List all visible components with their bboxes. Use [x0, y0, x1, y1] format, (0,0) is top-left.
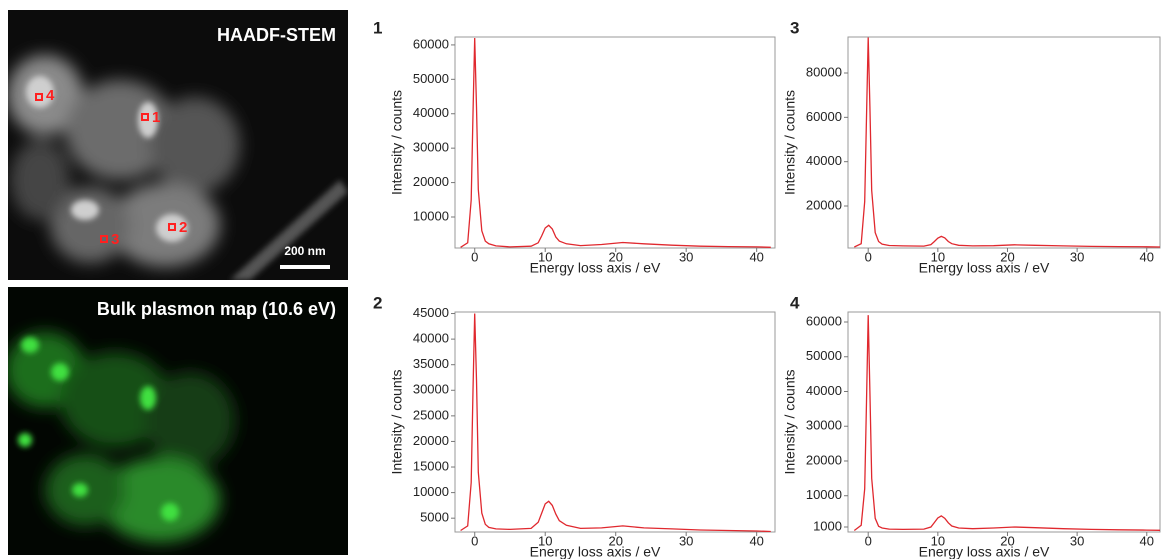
- x-tick-label: 0: [471, 249, 478, 264]
- y-tick-label: 30000: [413, 140, 449, 155]
- x-tick-label: 0: [471, 533, 478, 548]
- y-tick-label: 10000: [413, 484, 449, 499]
- panel-number: 2: [373, 293, 382, 312]
- y-tick-label: 60000: [806, 109, 842, 124]
- y-tick-label: 10000: [806, 487, 842, 502]
- y-tick-label: 5000: [420, 510, 449, 525]
- marker-label: 4: [46, 87, 55, 104]
- plot-frame: [454, 36, 776, 249]
- panel-number: 1: [373, 18, 382, 37]
- x-tick-label: 30: [1070, 533, 1084, 548]
- plot-area: [460, 313, 771, 532]
- x-axis-label: Energy loss axis / eV: [530, 260, 661, 276]
- x-tick-label: 0: [865, 533, 872, 548]
- y-tick-label: 20000: [413, 433, 449, 448]
- y-tick-label: 45000: [413, 305, 449, 320]
- x-tick-label: 40: [1140, 533, 1154, 548]
- plot-area: [853, 315, 1160, 532]
- spectrum-line: [460, 313, 771, 532]
- marker: [35, 93, 43, 101]
- y-tick-label: 50000: [806, 348, 842, 363]
- y-tick-label: 1000: [813, 518, 842, 533]
- plot-area: [460, 37, 771, 248]
- spectrum-line: [854, 37, 1160, 248]
- x-tick-label: 30: [679, 249, 693, 264]
- y-axis-label: Intensity / counts: [782, 369, 798, 474]
- panel-number: 4: [790, 293, 800, 312]
- x-axis-label: Energy loss axis / eV: [919, 260, 1050, 276]
- marker-label: 2: [179, 219, 187, 236]
- y-tick-label: 60000: [806, 313, 842, 328]
- y-tick-label: 40000: [806, 383, 842, 398]
- y-axis-label: Intensity / counts: [782, 90, 798, 195]
- plot-frame: [847, 36, 1161, 249]
- x-axis-label: Energy loss axis / eV: [919, 544, 1050, 559]
- marker-label: 1: [152, 109, 160, 126]
- image-title: Bulk plasmon map (10.6 eV): [97, 299, 336, 319]
- y-tick-label: 20000: [413, 174, 449, 189]
- x-tick-label: 20: [1000, 533, 1014, 548]
- x-tick-label: 20: [1000, 249, 1014, 264]
- x-tick-label: 30: [1070, 249, 1084, 264]
- y-tick-label: 60000: [413, 36, 449, 51]
- x-tick-label: 10: [538, 533, 552, 548]
- y-tick-label: 35000: [413, 356, 449, 371]
- y-tick-label: 25000: [413, 407, 449, 422]
- y-tick-label: 50000: [413, 71, 449, 86]
- x-tick-label: 20: [608, 249, 622, 264]
- y-tick-label: 20000: [806, 197, 842, 212]
- y-tick-label: 10000: [413, 208, 449, 223]
- y-tick-label: 40000: [806, 153, 842, 168]
- x-tick-label: 10: [931, 249, 945, 264]
- x-tick-label: 0: [865, 249, 872, 264]
- y-tick-label: 40000: [413, 105, 449, 120]
- x-tick-label: 10: [931, 533, 945, 548]
- plot-area: [854, 37, 1160, 248]
- x-axis-label: Energy loss axis / eV: [530, 544, 661, 559]
- plasmon-map: Bulk plasmon map (10.6 eV): [8, 287, 348, 555]
- marker: [168, 223, 176, 231]
- x-tick-label: 40: [1140, 249, 1154, 264]
- y-tick-label: 30000: [413, 382, 449, 397]
- spectrum-line: [853, 315, 1160, 532]
- plot-frame: [847, 311, 1161, 533]
- x-tick-label: 30: [679, 533, 693, 548]
- haadf-image: HAADF-STEM 200 nm 1 2 3 4: [8, 10, 348, 280]
- marker-label: 3: [111, 231, 119, 248]
- y-tick-label: 80000: [806, 64, 842, 79]
- marker: [100, 235, 108, 243]
- scale-bar-label: 200 nm: [284, 244, 325, 258]
- marker: [141, 113, 149, 121]
- y-tick-label: 15000: [413, 458, 449, 473]
- y-tick-label: 40000: [413, 331, 449, 346]
- image-title: HAADF-STEM: [217, 25, 336, 45]
- plot-frame: [454, 311, 776, 533]
- panel-number: 3: [790, 18, 799, 37]
- spectrum-line: [460, 37, 771, 248]
- y-axis-label: Intensity / counts: [389, 369, 405, 474]
- x-tick-label: 20: [608, 533, 622, 548]
- x-tick-label: 40: [749, 249, 763, 264]
- y-axis-label: Intensity / counts: [389, 90, 405, 195]
- x-tick-label: 40: [749, 533, 763, 548]
- y-tick-label: 20000: [806, 452, 842, 467]
- x-tick-label: 10: [538, 249, 552, 264]
- y-tick-label: 30000: [806, 418, 842, 433]
